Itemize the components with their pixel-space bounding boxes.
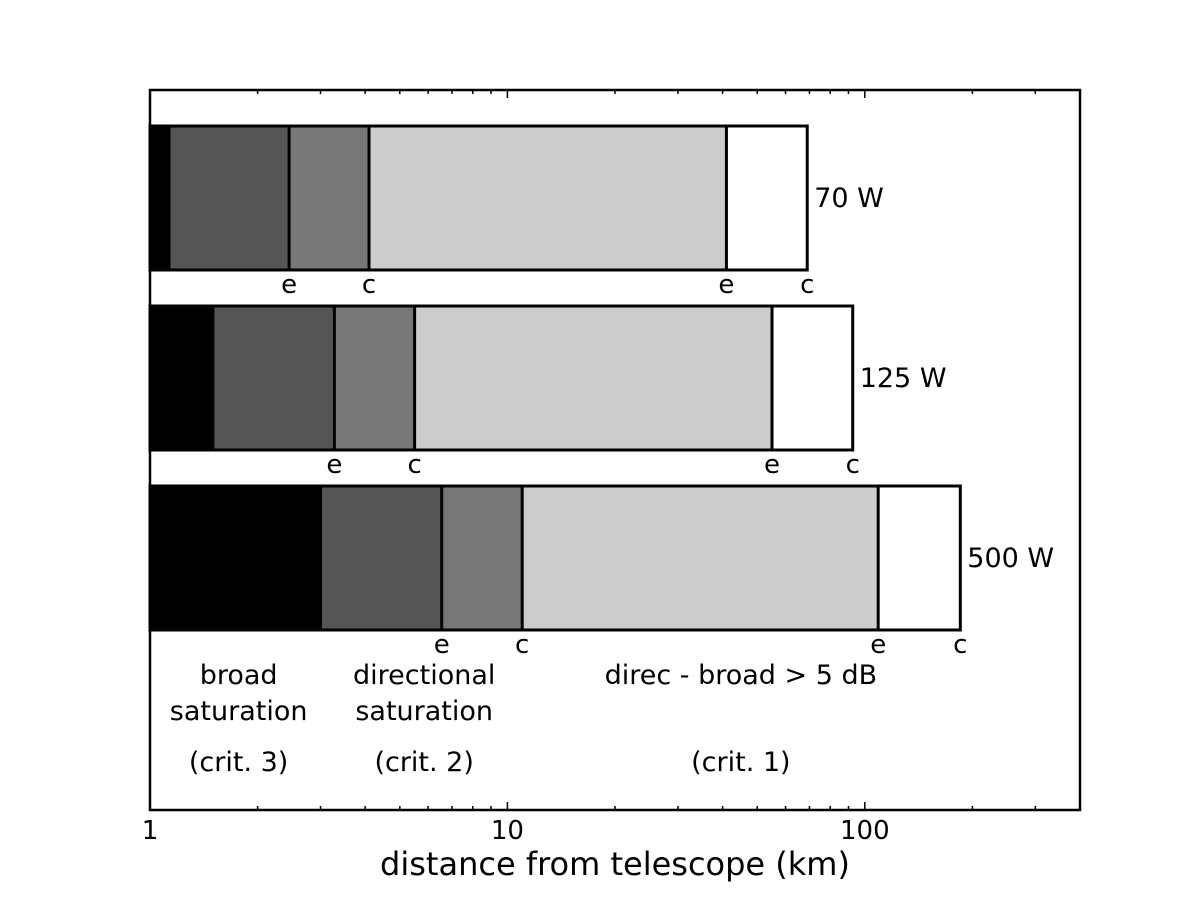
x-axis-ticks: 1 10 100: [142, 90, 1037, 846]
edge-label: e: [870, 630, 886, 660]
edge-label: c: [953, 630, 967, 660]
row-label: 500 W: [967, 543, 1054, 574]
bar-segment: [878, 486, 961, 630]
region-label: saturation: [170, 696, 308, 727]
region-label: direc - broad > 5 dB: [605, 660, 878, 691]
edge-label: e: [281, 270, 297, 300]
bar-segment: [150, 486, 321, 630]
bar-rows: e c e c 70 W e c e c 125 W e c e c 500 W: [148, 124, 1054, 660]
region-annotations: broad saturation (crit. 3) directional satur…: [170, 660, 877, 778]
region-label: saturation: [355, 696, 493, 727]
edge-label: e: [718, 270, 734, 300]
bar-segment: [414, 306, 773, 450]
x-tick-label: 10: [491, 816, 524, 846]
bar-segment: [441, 486, 523, 630]
edge-label: e: [434, 630, 450, 660]
bar-segment: [726, 126, 808, 270]
region-label: directional: [353, 660, 495, 691]
edge-label: e: [764, 450, 780, 480]
bar-segment: [150, 306, 213, 450]
bar-segment: [289, 126, 370, 270]
bar-segment: [522, 486, 879, 630]
row-label: 125 W: [860, 363, 947, 394]
bar-segment: [320, 486, 442, 630]
edge-label: c: [800, 270, 814, 300]
edge-label: e: [326, 450, 342, 480]
region-label: broad: [200, 660, 278, 691]
edge-label: c: [515, 630, 529, 660]
row-label: 70 W: [814, 183, 884, 214]
bar-segment: [772, 306, 853, 450]
criterion-label: (crit. 3): [189, 747, 288, 778]
criterion-label: (crit. 1): [691, 747, 790, 778]
bar-segment: [369, 126, 727, 270]
bar-segment: [150, 126, 169, 270]
criterion-label: (crit. 2): [374, 747, 473, 778]
bar-segment: [334, 306, 415, 450]
bar-segment: [212, 306, 335, 450]
edge-label: c: [362, 270, 376, 300]
bar-segment: [168, 126, 290, 270]
x-tick-label: 1: [142, 816, 159, 846]
edge-label: c: [407, 450, 421, 480]
x-axis-title: distance from telescope (km): [380, 845, 850, 883]
x-tick-label: 100: [840, 816, 890, 846]
edge-label: c: [846, 450, 860, 480]
